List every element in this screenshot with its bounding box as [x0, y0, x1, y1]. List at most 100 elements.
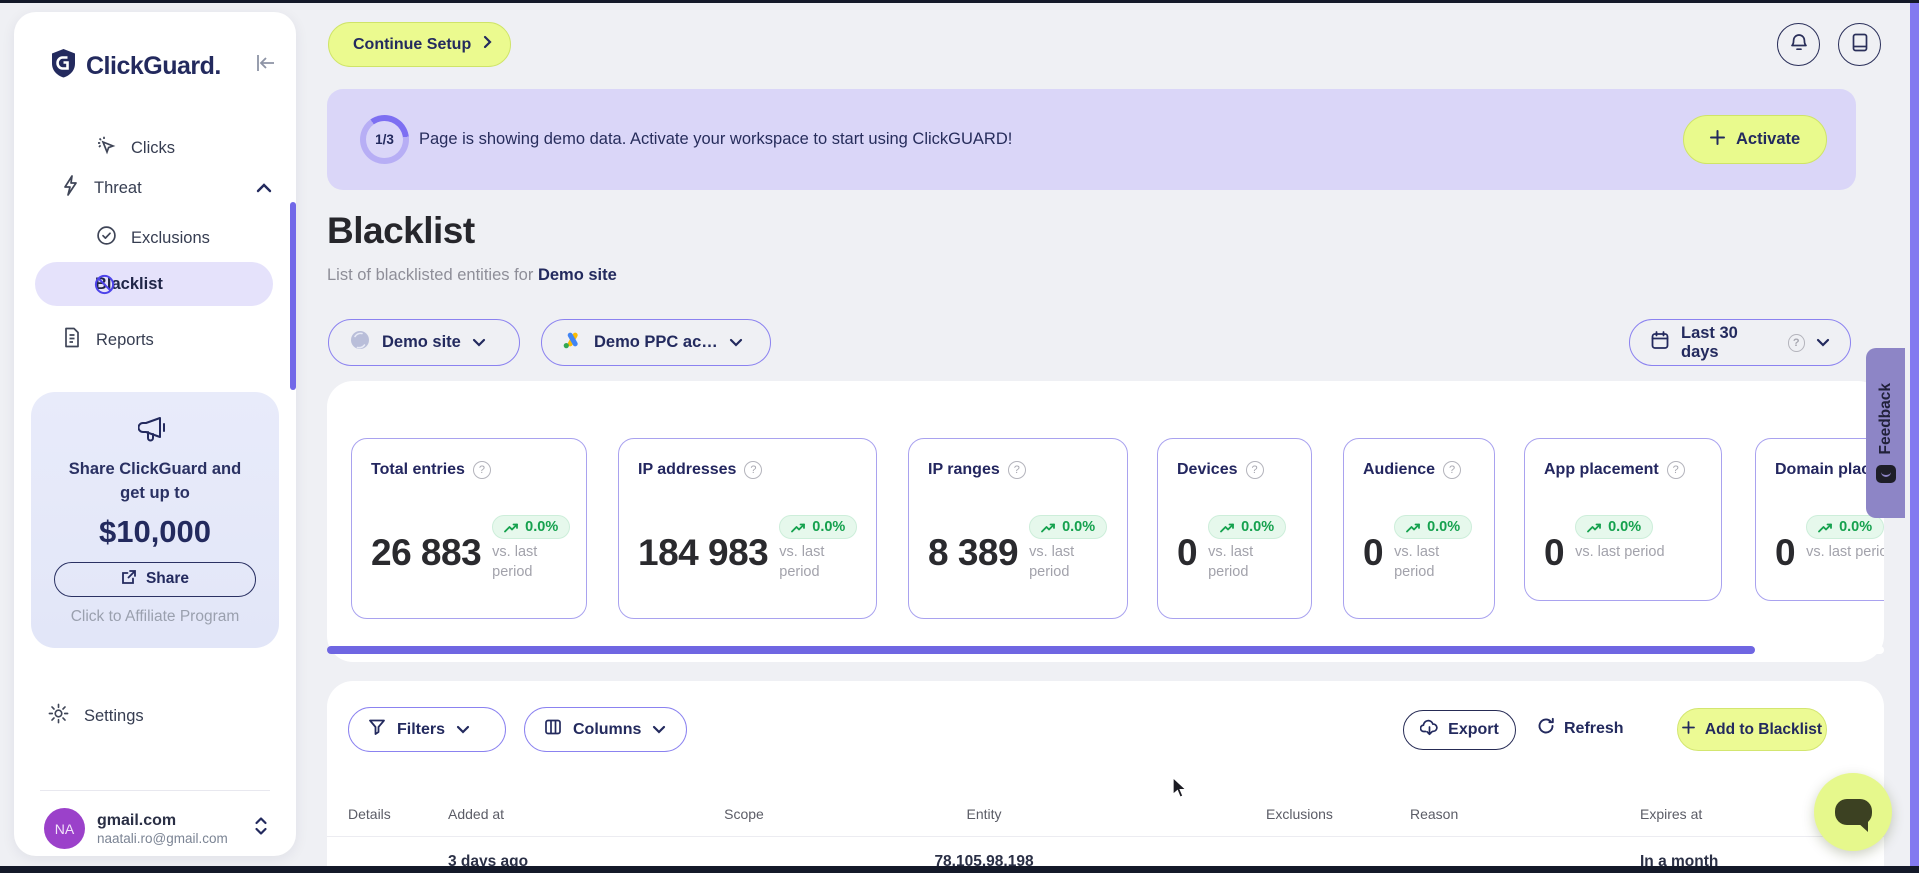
sidebar-item-clicks[interactable]: Clicks	[95, 132, 175, 164]
setup-progress-value: 1/3	[366, 121, 403, 158]
stat-card-audience: Audience? 0 0.0% vs. last period	[1343, 438, 1495, 619]
stat-delta: 0.0%	[812, 519, 846, 535]
external-link-icon	[121, 569, 137, 590]
stat-delta: 0.0%	[1608, 519, 1642, 535]
stat-label: Devices	[1177, 461, 1238, 478]
page-scrollbar[interactable]	[1910, 0, 1919, 873]
affiliate-promo-card[interactable]: Share ClickGuard and get up to $10,000 S…	[31, 392, 279, 648]
stat-label: IP addresses	[638, 461, 737, 478]
site-select[interactable]: Demo site	[328, 319, 520, 366]
help-icon[interactable]: ?	[744, 461, 763, 479]
stat-delta: 0.0%	[1241, 519, 1275, 535]
feedback-tab[interactable]: Feedback	[1866, 348, 1905, 518]
filters-label: Filters	[397, 720, 446, 738]
globe-icon	[349, 329, 371, 356]
date-select-value: Last 30 days	[1681, 323, 1738, 361]
blacklist-no-entry-icon	[93, 273, 116, 296]
column-header-scope[interactable]: Scope	[724, 806, 764, 822]
sidebar-item-threat[interactable]: Threat	[60, 172, 272, 204]
stat-value: 26 883	[371, 532, 482, 573]
column-header-expires-at[interactable]: Expires at	[1640, 806, 1703, 822]
filters-dropdown[interactable]: Filters	[348, 707, 506, 752]
stat-value: 0	[1177, 532, 1198, 573]
add-to-blacklist-button[interactable]: Add to Blacklist	[1677, 708, 1827, 751]
chat-launcher-button[interactable]	[1814, 773, 1892, 851]
column-header-added-at[interactable]: Added at	[448, 806, 505, 822]
account-switcher[interactable]: NA gmail.com naatali.ro@gmail.com	[44, 808, 268, 849]
stat-caption: vs. last period	[492, 544, 538, 580]
refresh-icon	[1537, 717, 1555, 740]
calendar-icon	[1650, 330, 1670, 356]
continue-setup-label: Continue Setup	[353, 35, 472, 53]
sidebar-item-settings[interactable]: Settings	[47, 702, 144, 730]
setup-progress-ring: 1/3	[360, 115, 409, 164]
horizontal-scrollbar-thumb[interactable]	[327, 646, 1755, 654]
logo-text: ClickGuard.	[86, 51, 221, 80]
sidebar-item-reports[interactable]: Reports	[61, 324, 154, 356]
sidebar: ClickGuard. Clicks Threat Exclusions	[14, 12, 296, 856]
horizontal-scrollbar-track[interactable]	[327, 646, 1884, 654]
page-subtitle: List of blacklisted entities for Demo si…	[327, 266, 617, 285]
plus-icon	[1682, 720, 1695, 739]
promo-text-line2: get up to	[120, 483, 190, 502]
window-bottom-edge	[0, 866, 1919, 873]
refresh-label: Refresh	[1564, 719, 1624, 737]
clicks-cursor-icon	[95, 134, 118, 162]
collapse-sidebar-icon[interactable]	[254, 52, 278, 79]
help-icon[interactable]: ?	[1245, 461, 1264, 479]
columns-label: Columns	[573, 720, 642, 738]
bell-icon	[1789, 32, 1809, 58]
stat-delta: 0.0%	[1427, 519, 1461, 535]
date-range-select[interactable]: Last 30 days ?	[1629, 319, 1851, 366]
help-icon[interactable]: ?	[1007, 461, 1026, 479]
sidebar-item-label: Settings	[84, 706, 144, 725]
sidebar-item-label: Exclusions	[131, 228, 210, 247]
sidebar-item-exclusions[interactable]: Exclusions	[95, 222, 210, 254]
chevron-down-icon	[652, 721, 666, 739]
help-icon[interactable]: ?	[1443, 461, 1462, 479]
column-header-details[interactable]: Details	[348, 806, 391, 822]
banner-message: Page is showing demo data. Activate your…	[419, 130, 1013, 148]
stats-panel: Total entries? 26 883 0.0% vs. last peri…	[327, 381, 1884, 662]
stat-card-ip-addresses: IP addresses? 184 983 0.0% vs. last peri…	[618, 438, 877, 619]
chevron-up-icon[interactable]	[256, 183, 272, 193]
help-icon[interactable]: ?	[1666, 461, 1685, 479]
sidebar-scrollbar[interactable]	[290, 202, 296, 390]
stat-caption: vs. last period	[1208, 544, 1254, 580]
column-header-entity[interactable]: Entity	[966, 806, 1002, 822]
export-label: Export	[1448, 721, 1499, 738]
chevron-down-icon	[456, 721, 470, 739]
knowledge-base-button[interactable]	[1838, 23, 1881, 66]
notifications-button[interactable]	[1777, 23, 1820, 66]
help-icon: ?	[1787, 333, 1805, 352]
stat-value: 0	[1363, 532, 1384, 573]
activate-button[interactable]: Activate	[1683, 115, 1828, 164]
stat-card-total-entries: Total entries? 26 883 0.0% vs. last peri…	[351, 438, 587, 619]
stat-label: Domain placement	[1775, 461, 1884, 478]
chat-bubble-icon	[1834, 799, 1872, 832]
demo-data-banner: 1/3 Page is showing demo data. Activate …	[327, 89, 1856, 190]
table-row-entity: 78.105.98.198	[934, 853, 1034, 870]
export-button[interactable]: Export	[1403, 710, 1516, 750]
site-select-value: Demo site	[382, 333, 461, 351]
share-button[interactable]: Share	[54, 561, 256, 597]
table-row-expires-at: In a month	[1640, 853, 1719, 870]
ppc-account-select[interactable]: Demo PPC ac…	[541, 319, 771, 366]
select-up-down-icon	[254, 816, 268, 841]
column-header-reason[interactable]: Reason	[1410, 806, 1459, 822]
divider	[327, 836, 1884, 837]
sidebar-item-blacklist-active[interactable]: Blacklist	[35, 262, 273, 306]
user-email: naatali.ro@gmail.com	[97, 830, 228, 846]
column-header-exclusions[interactable]: Exclusions	[1266, 806, 1333, 822]
affiliate-caption: Click to Affiliate Program	[70, 607, 240, 625]
cloud-download-icon	[1419, 719, 1439, 741]
stat-label: Audience	[1363, 461, 1436, 478]
help-icon[interactable]: ?	[472, 461, 491, 479]
gear-icon	[47, 702, 70, 730]
feedback-label: Feedback	[1876, 383, 1894, 455]
columns-dropdown[interactable]: Columns	[524, 707, 687, 752]
chevron-down-icon	[472, 333, 486, 352]
continue-setup-button[interactable]: Continue Setup	[328, 22, 512, 67]
refresh-button[interactable]: Refresh	[1537, 717, 1624, 740]
blacklist-table-panel: Filters Columns Export Refresh	[327, 681, 1884, 873]
